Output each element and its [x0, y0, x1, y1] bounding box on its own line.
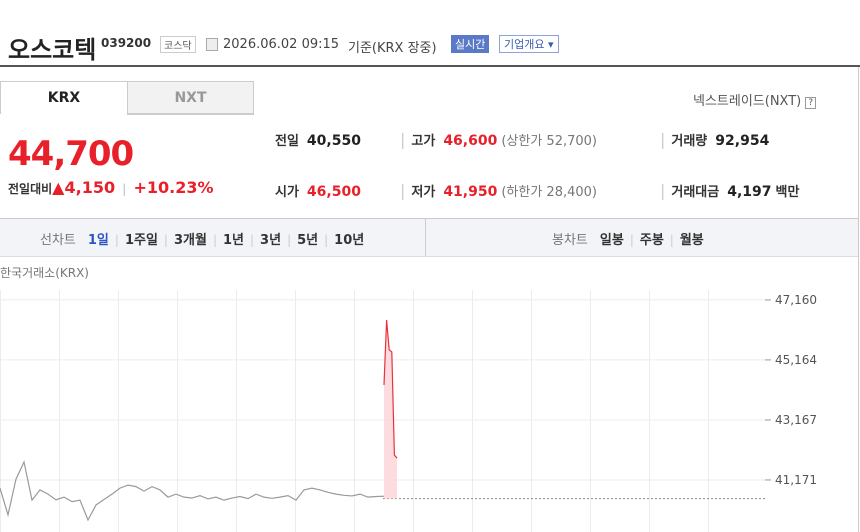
chart-source: 한국거래소(KRX)	[0, 266, 89, 280]
info-cell: | 거래대금 4,197 백만	[660, 181, 799, 200]
line-chart-label: 선차트	[40, 233, 76, 248]
change-rate: +10.23%	[133, 178, 214, 197]
info-value: 40,550	[306, 133, 361, 149]
candle-chart-label: 봉차트	[552, 233, 588, 248]
separator: |	[250, 233, 255, 247]
period-bar	[0, 218, 858, 257]
info-extra: (상한가 52,700)	[501, 134, 597, 149]
separator: |	[660, 130, 666, 149]
change: 4,150	[64, 178, 116, 197]
info-cell: | 거래량 92,954	[660, 130, 769, 149]
market-badge: 코스닥	[160, 36, 196, 53]
y-tick-label: 41,171	[775, 473, 817, 487]
line-period[interactable]: 5년	[297, 233, 319, 248]
line-period[interactable]: 3개월	[173, 233, 207, 248]
info-cell: | 고가 46,600 (상한가 52,700)	[400, 130, 597, 149]
separator: |	[163, 233, 168, 247]
separator: |	[400, 181, 406, 200]
candle-periods: 봉차트 일봉 | 주봉 | 월봉	[552, 229, 704, 248]
tab-line	[127, 113, 253, 114]
line	[383, 320, 398, 459]
info-value: 92,954	[715, 133, 770, 149]
info-label: 거래량	[671, 134, 708, 149]
nxt-label: 넥스트레이드(NXT)	[693, 94, 802, 109]
info-value: 41,950	[443, 184, 498, 200]
y-tick-label: 47,160	[775, 293, 817, 307]
nxt-link[interactable]: 넥스트레이드(NXT) ?	[693, 90, 817, 109]
tab-nxt[interactable]: NXT	[127, 81, 254, 115]
line-period[interactable]: 1주일	[124, 233, 158, 248]
divider	[0, 65, 860, 67]
candle-period[interactable]: 월봉	[679, 233, 704, 248]
chart: 한국거래소(KRX) 41,171 43,167 45,164 47,160	[0, 266, 817, 532]
candle-period[interactable]: 주봉	[639, 233, 664, 248]
panel	[0, 67, 859, 532]
bar-separator	[425, 219, 426, 256]
up-arrow: ▲	[52, 178, 65, 197]
separator: |	[114, 233, 119, 247]
line-periods: 선차트 1일 | 1주일 | 3개월 | 1년 | 3년 | 5년 | 10년	[40, 229, 364, 248]
icon	[206, 38, 218, 51]
y-tick-label: 43,167	[775, 413, 817, 427]
separator: |	[212, 233, 217, 247]
info-cell: 시가 46,500	[275, 181, 361, 200]
info-value: 46,500	[306, 184, 361, 200]
company-info: 기업개요	[504, 38, 545, 51]
realtime-badge[interactable]: 실시간	[451, 35, 490, 53]
line-period[interactable]: 1일	[87, 233, 109, 248]
line-period[interactable]: 1년	[222, 233, 244, 248]
stock-name: 오스코텍	[8, 36, 97, 64]
info-cell: | 저가 41,950 (하한가 28,400)	[400, 181, 597, 200]
line	[0, 460, 385, 522]
separator: |	[287, 233, 292, 247]
info-label: 고가	[411, 134, 436, 149]
info-extra: (하한가 28,400)	[501, 185, 597, 200]
y-tick-label: 45,164	[775, 353, 817, 367]
candle-period[interactable]: 일봉	[599, 233, 624, 248]
info-value: 4,197	[727, 184, 772, 200]
info-label: 전일	[275, 134, 299, 149]
line-period[interactable]: 10년	[334, 233, 365, 248]
separator: |	[400, 130, 406, 149]
info-unit: 백만	[775, 185, 800, 200]
date: 2026.06.02 09:15	[223, 37, 340, 52]
basis: 기준(KRX 장중)	[348, 41, 437, 56]
info-value: 46,600	[443, 133, 498, 149]
separator: |	[669, 233, 674, 247]
separator: |	[629, 233, 634, 247]
change-line: 전일대비▲4,150 | +10.23%	[8, 178, 214, 197]
stock-code: 039200	[101, 36, 152, 50]
separator: |	[324, 233, 329, 247]
info-label: 거래대금	[671, 185, 720, 200]
separator: |	[660, 181, 666, 200]
info-label: 시가	[275, 185, 299, 200]
current-price: 44,700	[8, 134, 134, 174]
info-label: 저가	[411, 185, 436, 200]
change-label: 전일대비	[8, 182, 53, 196]
line-period[interactable]: 3년	[260, 233, 282, 248]
tab-krx[interactable]: KRX	[0, 81, 128, 114]
area	[384, 320, 397, 499]
company-info-button[interactable]: 기업개요 ▾	[499, 35, 559, 53]
info-cell: 전일 40,550	[275, 130, 361, 149]
